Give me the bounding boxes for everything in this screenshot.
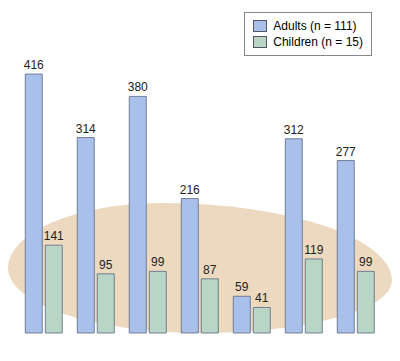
- svg-text:314: 314: [76, 122, 96, 136]
- svg-text:95: 95: [99, 258, 113, 272]
- html-text:Children (n = 15): Children (n = 15): [273, 35, 363, 49]
- svg-text:41: 41: [255, 291, 269, 305]
- svg-text:119: 119: [304, 243, 323, 257]
- svg-text:416: 416: [24, 58, 44, 72]
- svg-text:277: 277: [336, 145, 356, 159]
- svg-text:99: 99: [151, 255, 165, 269]
- svg-text:99: 99: [359, 255, 373, 269]
- svg-text:87: 87: [203, 263, 217, 277]
- svg-text:141: 141: [44, 229, 64, 243]
- svg-text:380: 380: [128, 80, 148, 94]
- svg-text:312: 312: [284, 123, 304, 137]
- html-text:Adults (n = 111): Adults (n = 111): [273, 19, 357, 33]
- svg-text:59: 59: [235, 280, 249, 294]
- svg-text:216: 216: [180, 183, 200, 197]
